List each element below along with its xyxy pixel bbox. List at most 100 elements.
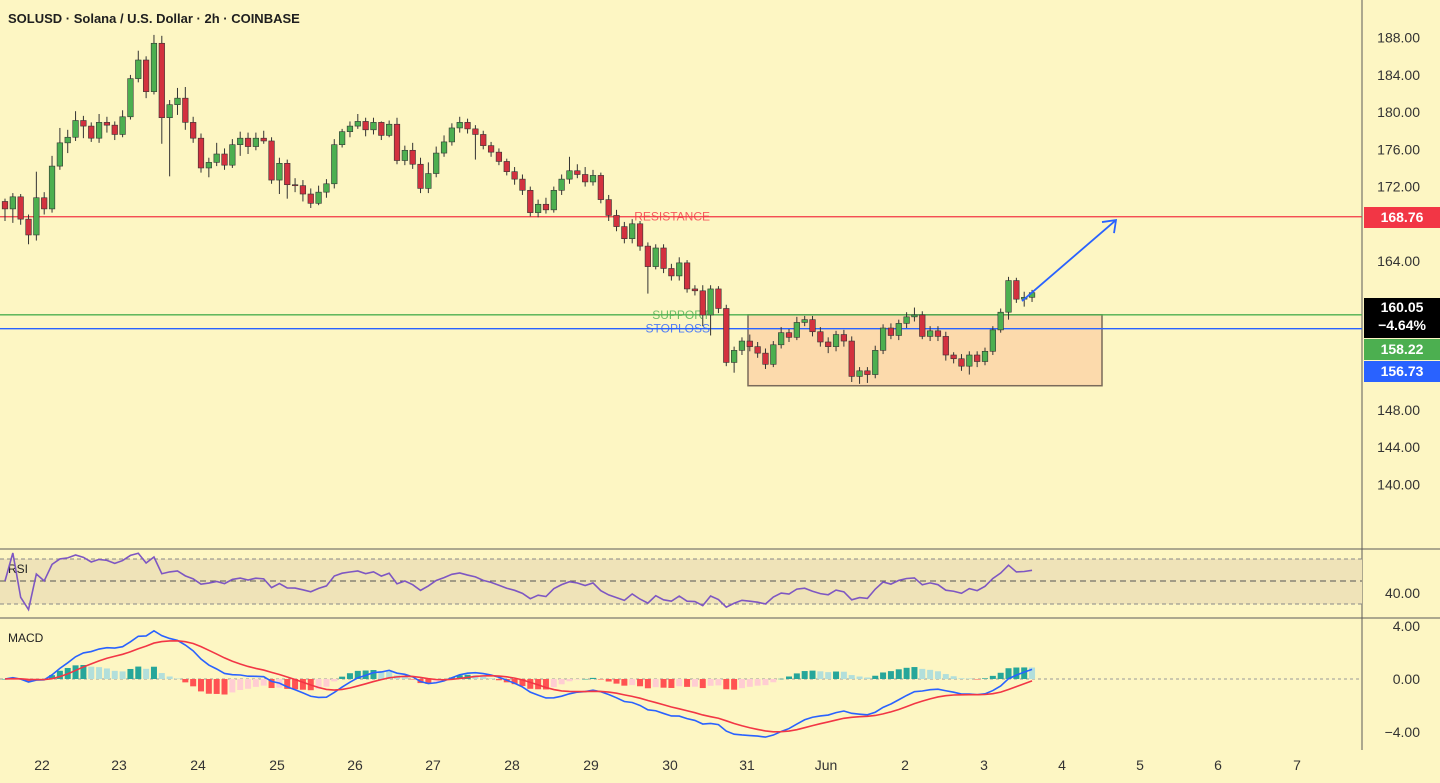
candle-body — [683, 262, 691, 290]
candle-body — [535, 203, 542, 213]
projection-arrowhead — [1101, 219, 1118, 234]
stoploss-price-badge: 156.73 — [1364, 361, 1440, 382]
candle-body — [48, 165, 56, 210]
macd-histogram-bar — [354, 670, 361, 679]
candle-body — [848, 340, 855, 377]
candle-body — [111, 124, 118, 135]
time-tick-label: 28 — [504, 757, 520, 773]
candle-body — [135, 59, 142, 79]
macd-histogram-bar — [997, 672, 1004, 679]
candle-body — [997, 311, 1004, 331]
candle-body — [887, 327, 895, 336]
macd-histogram-bar — [425, 679, 432, 684]
price-tick-label: 140.00 — [1377, 476, 1420, 492]
macd-histogram-bar — [80, 664, 87, 679]
last-price: 160.05 — [1380, 299, 1424, 315]
macd-histogram-bar — [182, 679, 189, 683]
candle-body — [25, 218, 32, 236]
macd-histogram-bar — [315, 679, 322, 689]
rsi-line — [4, 552, 1033, 612]
candles — [1, 34, 1036, 384]
macd-histogram-bar — [252, 679, 259, 687]
macd-histogram-bar — [864, 677, 871, 679]
candle-body — [707, 288, 714, 316]
price-tick-label: 176.00 — [1377, 141, 1420, 157]
macd-histogram-bar — [684, 679, 691, 687]
candle-body — [613, 215, 620, 227]
macd-histogram-bar — [221, 679, 228, 695]
time-tick-label: 3 — [980, 757, 988, 773]
macd-histogram-bar — [652, 679, 659, 688]
candle-body — [1013, 280, 1020, 300]
candle-body — [582, 174, 589, 183]
candle-body — [519, 178, 526, 191]
macd-histogram-bar — [1013, 667, 1020, 679]
macd-histogram-bar — [966, 678, 973, 679]
candle-body — [64, 136, 71, 144]
candle-body — [158, 42, 165, 119]
macd-histogram-bar — [887, 671, 894, 679]
macd-histogram-bar — [848, 675, 855, 679]
price-tick-label: 144.00 — [1377, 439, 1420, 455]
candle-body — [974, 354, 981, 362]
candle-body — [33, 197, 40, 236]
candle-body — [456, 122, 463, 129]
macd-histogram-bar — [958, 678, 965, 679]
resistance-price-badge: 168.76 — [1364, 206, 1440, 228]
time-tick-label: 29 — [583, 757, 599, 773]
macd-histogram-bar — [260, 679, 267, 686]
candle-body — [323, 183, 330, 193]
support-price-badge: 158.22 — [1364, 339, 1440, 360]
candle-body — [652, 247, 659, 267]
time-tick-label: 30 — [662, 757, 678, 773]
candle-body — [597, 175, 604, 200]
candle-body — [644, 245, 651, 267]
price-tick-label: 148.00 — [1377, 402, 1420, 418]
candle-body — [291, 184, 299, 187]
macd-histogram-bar — [833, 671, 840, 679]
macd-histogram-bar — [49, 675, 56, 679]
candle-body — [903, 316, 910, 324]
candle-body — [636, 223, 644, 247]
macd-histogram-bar — [582, 678, 589, 680]
candle-body — [339, 131, 346, 145]
macd-histogram-bar — [213, 679, 220, 694]
time-tick-label: 26 — [347, 757, 363, 773]
macd-histogram-bar — [911, 667, 918, 679]
candle-body — [989, 329, 996, 352]
macd-histogram-bar — [229, 679, 236, 693]
macd-histogram-bar — [143, 668, 150, 679]
candle-body — [785, 332, 793, 338]
time-tick-label: 5 — [1136, 757, 1144, 773]
macd-histogram-bar — [378, 671, 385, 679]
macd-histogram-bar — [480, 676, 487, 679]
macd-histogram-bar — [872, 675, 879, 679]
macd-histogram-bar — [401, 676, 408, 679]
time-tick-label: 7 — [1293, 757, 1301, 773]
time-tick-label: 27 — [425, 757, 441, 773]
level-label-support: SUPPORT — [652, 308, 710, 322]
last-price-badge: 160.05 −4.64% — [1364, 298, 1440, 338]
macd-histogram-bar — [158, 673, 165, 679]
candle-body — [950, 354, 957, 360]
macd-histogram-bar — [566, 679, 573, 682]
macd-histogram-bar — [934, 671, 941, 679]
price-tick-label: 172.00 — [1377, 179, 1420, 195]
macd-histogram-bar — [292, 679, 299, 690]
candle-body — [244, 137, 252, 147]
macd-histogram-bar — [127, 668, 134, 679]
macd-histogram-bar — [880, 672, 887, 679]
candle-body — [95, 122, 103, 139]
candle-body — [448, 127, 455, 143]
candle-body — [958, 358, 965, 367]
candle-body — [574, 170, 581, 175]
candle-body — [856, 370, 863, 377]
macd-histogram-bar — [488, 678, 495, 679]
price-tick-label: 188.00 — [1377, 30, 1420, 46]
candle-body — [966, 354, 973, 367]
candle-body — [487, 145, 495, 153]
time-tick-label: 2 — [901, 757, 909, 773]
macd-histogram-bar — [119, 671, 126, 679]
candle-body — [80, 120, 87, 127]
